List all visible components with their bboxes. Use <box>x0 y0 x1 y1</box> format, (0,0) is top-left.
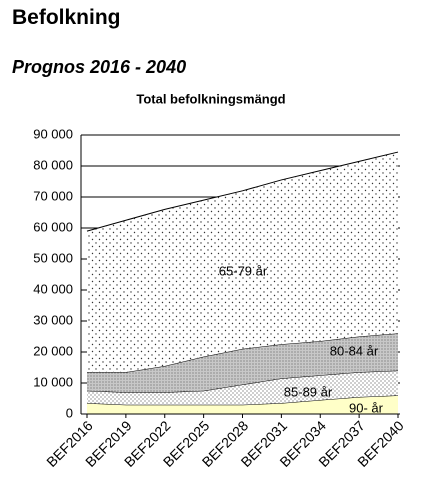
series-label: 80-84 år <box>330 343 379 358</box>
area-pattern <box>87 370 398 405</box>
y-tick-label: 90 000 <box>33 126 73 141</box>
y-tick-label: 80 000 <box>33 157 73 172</box>
series-label: 90- år <box>349 400 384 415</box>
y-tick-label: 10 000 <box>33 374 73 389</box>
y-tick-label: 50 000 <box>33 250 73 265</box>
chart-title: Total befolkningsmängd <box>136 91 285 106</box>
y-tick-label: 0 <box>66 405 73 420</box>
y-tick-label: 40 000 <box>33 281 73 296</box>
area-edge <box>86 151 399 232</box>
page-title: Befolkning <box>12 6 121 29</box>
page-subtitle: Prognos 2016 - 2040 <box>12 57 187 77</box>
area-pattern <box>87 333 398 393</box>
y-tick-label: 30 000 <box>33 312 73 327</box>
y-tick-label: 60 000 <box>33 219 73 234</box>
area-pattern <box>87 152 398 373</box>
y-tick-label: 20 000 <box>33 343 73 358</box>
y-tick-label: 70 000 <box>33 188 73 203</box>
series-label: 65-79 år <box>219 263 268 278</box>
series-label: 85-89 år <box>284 384 333 399</box>
